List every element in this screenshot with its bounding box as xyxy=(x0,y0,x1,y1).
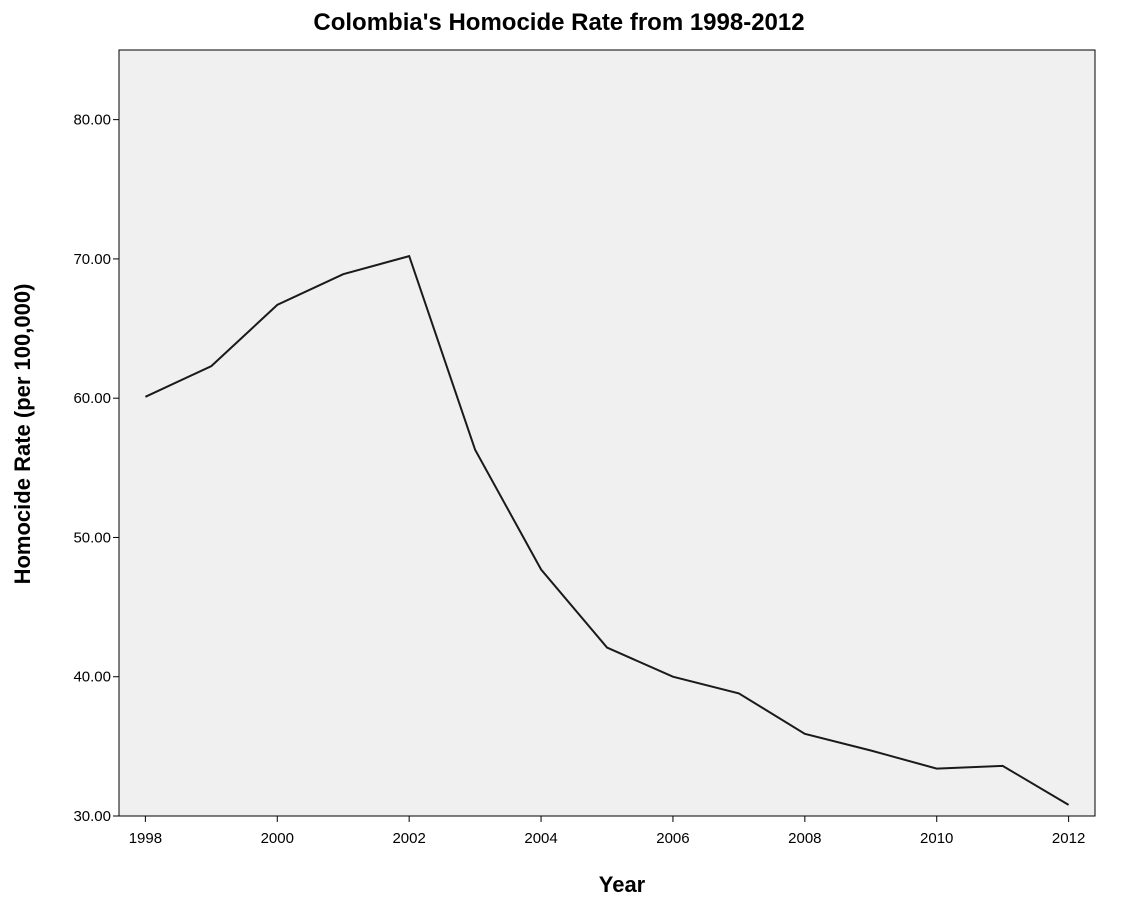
x-axis: 1998 2000 2002 2004 2006 2008 2010 2012 xyxy=(129,816,1085,847)
y-tick-label: 60.00 xyxy=(73,390,111,407)
x-tick-label: 2004 xyxy=(524,830,557,847)
y-tick-label: 30.00 xyxy=(73,808,111,825)
y-axis: 30.00 40.00 50.00 60.00 70.00 80.00 xyxy=(73,112,119,825)
chart-title: Colombia's Homocide Rate from 1998-2012 xyxy=(313,9,804,36)
series-line xyxy=(144,254,1070,806)
x-tick-label: 1998 xyxy=(129,830,162,847)
y-tick-label: 50.00 xyxy=(73,529,111,546)
y-tick-label: 70.00 xyxy=(73,251,111,268)
x-axis-label: Year xyxy=(599,872,646,897)
y-tick-label: 40.00 xyxy=(73,669,111,686)
x-tick-label: 2002 xyxy=(392,830,425,847)
y-axis-label: Homocide Rate (per 100,000) xyxy=(10,284,35,585)
x-tick-label: 2010 xyxy=(920,830,953,847)
x-tick-label: 2012 xyxy=(1052,830,1085,847)
y-tick-label: 80.00 xyxy=(73,112,111,129)
x-tick-label: 2000 xyxy=(261,830,294,847)
x-tick-label: 2008 xyxy=(788,830,821,847)
plot-area xyxy=(118,49,1096,817)
x-tick-label: 2006 xyxy=(656,830,689,847)
